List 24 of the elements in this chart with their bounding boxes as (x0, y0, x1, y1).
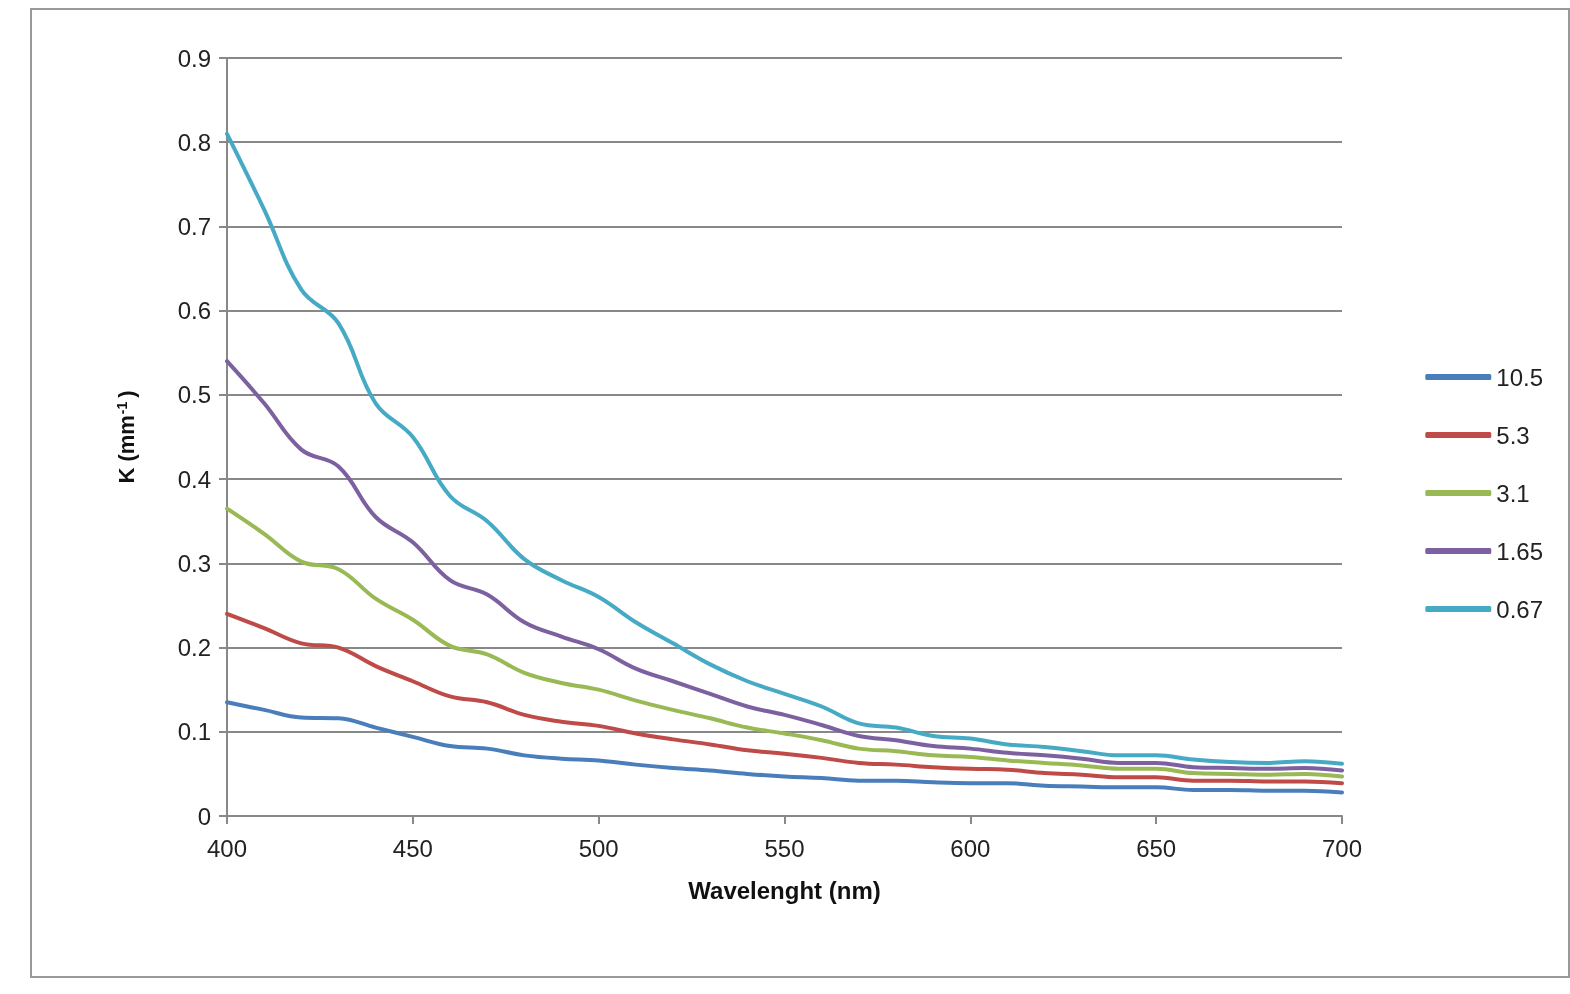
x-tick-label: 400 (206, 834, 248, 862)
y-tick-label: 0.9 (177, 44, 211, 72)
x-tick-label: 550 (764, 834, 805, 862)
y-tick-label: 0 (197, 802, 211, 830)
legend-label: 3.1 (1496, 479, 1530, 507)
y-tick-label: 0.5 (177, 381, 211, 409)
y-tick-label: 0.6 (177, 297, 211, 325)
legend-label: 10.5 (1496, 363, 1544, 391)
legend-label: 1.65 (1496, 537, 1544, 565)
x-tick-label: 700 (1321, 834, 1363, 862)
y-axis-title: K (mm-1) (113, 390, 139, 484)
y-tick-label: 0.3 (177, 549, 211, 577)
y-tick-label: 0.7 (177, 212, 211, 240)
y-tick-label: 0.4 (177, 465, 211, 493)
y-tick-label: 0.2 (177, 634, 211, 662)
legend-label: 5.3 (1496, 421, 1530, 449)
x-axis-title: Wavelenght (nm) (688, 876, 881, 904)
x-tick-label: 650 (1136, 834, 1177, 862)
x-tick-label: 500 (578, 834, 619, 862)
x-tick-label: 450 (392, 834, 433, 862)
y-tick-label: 0.8 (177, 128, 211, 156)
y-tick-label: 0.1 (177, 718, 211, 746)
legend-label: 0.67 (1496, 595, 1544, 623)
x-tick-label: 600 (950, 834, 991, 862)
